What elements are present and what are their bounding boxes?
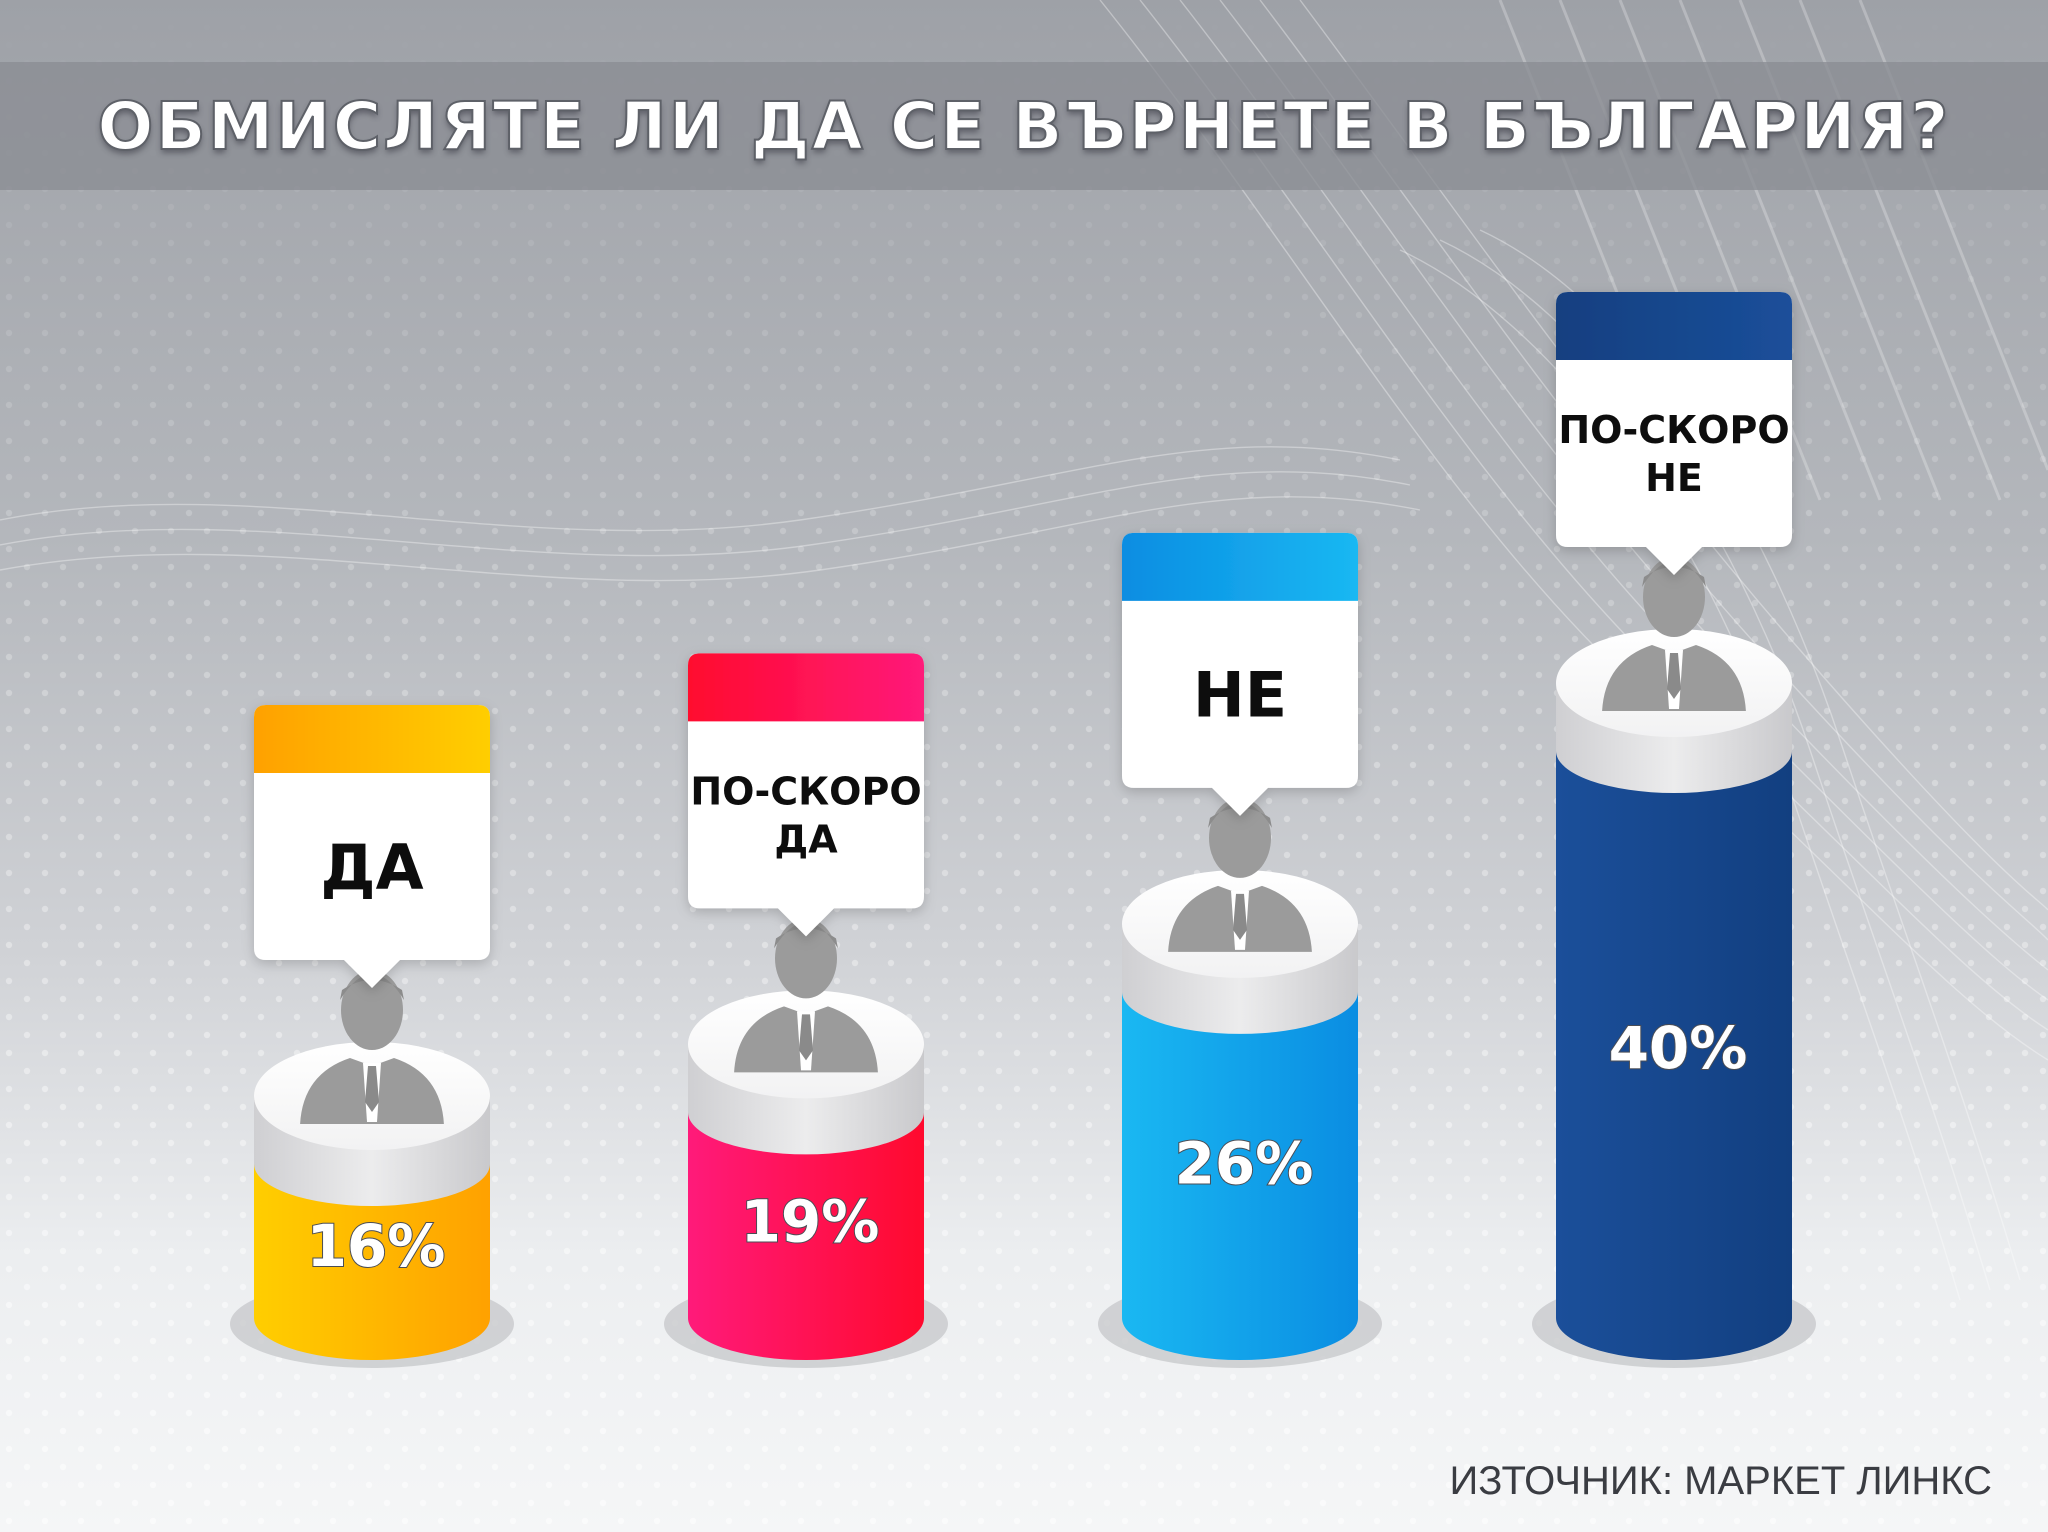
chart-title: ОБМИСЛЯТЕ ЛИ ДА СЕ ВЪРНЕТЕ В БЪЛГАРИЯ? (96, 87, 1951, 166)
bar-2 (688, 1112, 924, 1360)
bar-4 (1556, 751, 1792, 1360)
category-label-4-line-2: НЕ (1645, 456, 1703, 500)
bar-group-1: 16% ДА (230, 705, 514, 1368)
callout-header (254, 705, 490, 773)
bar-1 (254, 1164, 490, 1360)
category-label-3: НЕ (1193, 659, 1287, 732)
category-label-4-line-1: ПО-СКОРО (1558, 408, 1789, 452)
data-label-2: 19% (741, 1187, 880, 1255)
callout-header (688, 653, 924, 722)
callout-header (1122, 532, 1358, 601)
category-label-1: ДА (320, 831, 423, 904)
data-label-3: 26% (1175, 1129, 1314, 1197)
person-icon (734, 918, 878, 1073)
person-icon (1602, 557, 1746, 711)
title-banner: ОБМИСЛЯТЕ ЛИ ДА СЕ ВЪРНЕТЕ В БЪЛГАРИЯ? (0, 62, 2048, 190)
bar-group-3: 26% НЕ (1098, 532, 1382, 1368)
person-icon (300, 970, 444, 1124)
category-label-2-line-1: ПО-СКОРО (690, 770, 921, 814)
source-note: ИЗТОЧНИК: МАРКЕТ ЛИНКС (1449, 1459, 1992, 1503)
data-label-1: 16% (307, 1212, 446, 1280)
bar-3 (1122, 991, 1358, 1360)
data-label-4: 40% (1609, 1014, 1748, 1082)
category-label-2-line-2: ДА (774, 818, 838, 862)
category-callout-1: ДА (254, 705, 490, 988)
category-callout-3: НЕ (1122, 532, 1358, 816)
person-icon (1168, 797, 1312, 952)
callout-header (1556, 292, 1792, 360)
